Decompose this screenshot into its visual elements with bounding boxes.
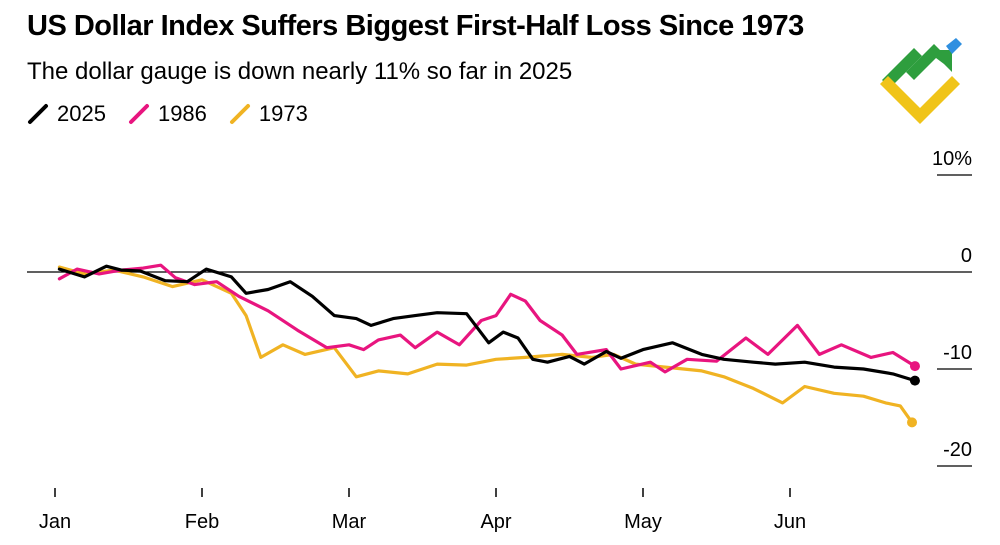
chart-subtitle: The dollar gauge is down nearly 11% so f…: [27, 58, 573, 85]
series-line-2025: [57, 264, 917, 383]
x-tick-label: Feb: [185, 511, 219, 533]
y-tick-label: 0: [961, 245, 972, 267]
legend-swatch-1973: [229, 104, 250, 124]
series-line-1973: [57, 265, 914, 424]
series-endpoint-1973: [907, 417, 918, 428]
series-endpoint-1986: [909, 361, 920, 372]
x-tick-label: May: [624, 511, 662, 533]
legend-label-2025: 2025: [57, 101, 106, 126]
legend-swatch-1986: [128, 104, 149, 124]
legend-item-1973: 1973: [229, 101, 308, 127]
x-tick-label: Apr: [480, 511, 511, 533]
series-endpoint-2025: [909, 375, 920, 386]
y-tick-label: -20: [943, 439, 972, 461]
legend-swatch-2025: [28, 104, 48, 124]
brand-logo-icon: [880, 38, 962, 124]
legend-item-1986: 1986: [128, 101, 207, 127]
x-tick-label: Mar: [332, 511, 367, 533]
x-tick-label: Jan: [39, 511, 71, 533]
chart-legend: 2025 1986 1973: [27, 101, 308, 127]
x-tick-label: Jun: [774, 511, 806, 533]
legend-item-2025: 2025: [27, 101, 106, 127]
y-tick-label: -10: [943, 342, 972, 364]
y-tick-label: 10%: [932, 148, 972, 170]
legend-label-1986: 1986: [157, 101, 207, 126]
legend-label-1973: 1973: [258, 101, 308, 126]
chart-title: US Dollar Index Suffers Biggest First-Ha…: [27, 10, 804, 42]
